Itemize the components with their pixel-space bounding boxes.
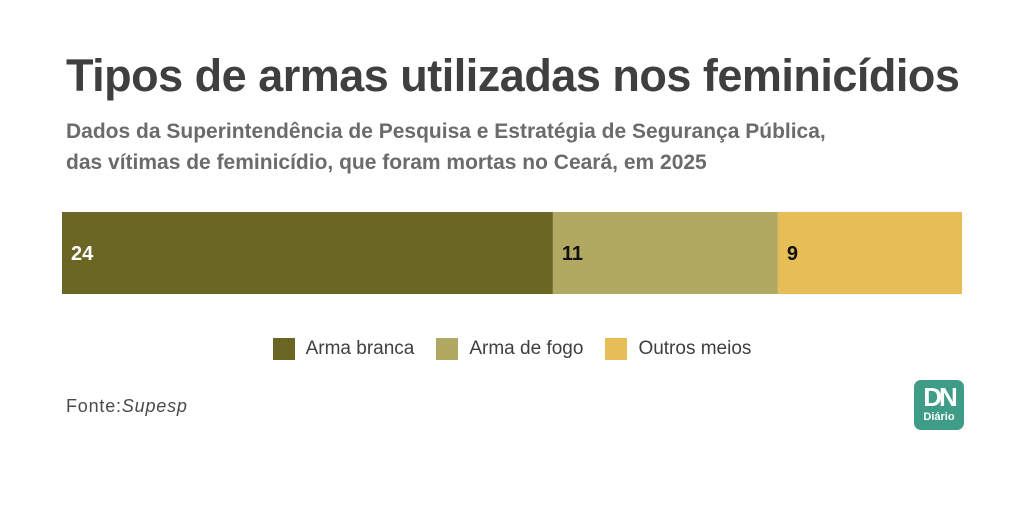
bar-segment-arma-branca — [62, 212, 553, 294]
logo-main-text: DN — [923, 382, 958, 412]
subtitle-line-1: Dados da Superintendência de Pesquisa e … — [66, 120, 826, 143]
legend-swatch-arma-de-fogo — [436, 338, 459, 360]
source-prefix: Fonte: — [66, 396, 122, 416]
legend-swatch-outros-meios — [605, 338, 628, 360]
legend-item-arma-de-fogo: Arma de fogo — [436, 338, 583, 360]
subtitle-line-2: das vítimas de feminicídio, que foram mo… — [66, 151, 707, 174]
legend-item-arma-branca: Arma branca — [272, 338, 415, 360]
legend-label-arma-de-fogo: Arma de fogo — [469, 338, 584, 359]
chart-legend: Arma branca Arma de fogo Outros meios — [0, 338, 1024, 360]
source-name: Supesp — [121, 396, 188, 416]
data-label-arma-de-fogo: 11 — [562, 243, 583, 265]
data-label-arma-branca: 24 — [71, 243, 94, 265]
legend-label-arma-branca: Arma branca — [305, 338, 415, 359]
legend-label-outros-meios: Outros meios — [638, 338, 752, 359]
chart-title: Tipos de armas utilizadas nos feminicídi… — [66, 50, 960, 101]
bar-segment-arma-de-fogo — [552, 212, 778, 294]
chart-subtitle: Dados da Superintendência de Pesquisa e … — [66, 116, 826, 178]
legend-item-outros-meios: Outros meios — [605, 338, 751, 360]
source-note: Fonte:Supesp — [66, 396, 188, 417]
legend-swatch-arma-branca — [272, 338, 295, 360]
stacked-bar-chart: 24 11 9 — [62, 212, 962, 294]
data-label-outros-meios: 9 — [787, 243, 798, 265]
logo-sub-text: Diário — [923, 411, 955, 423]
dn-logo: DN Diário — [914, 380, 964, 430]
bar-segment-outros-meios — [777, 212, 962, 294]
